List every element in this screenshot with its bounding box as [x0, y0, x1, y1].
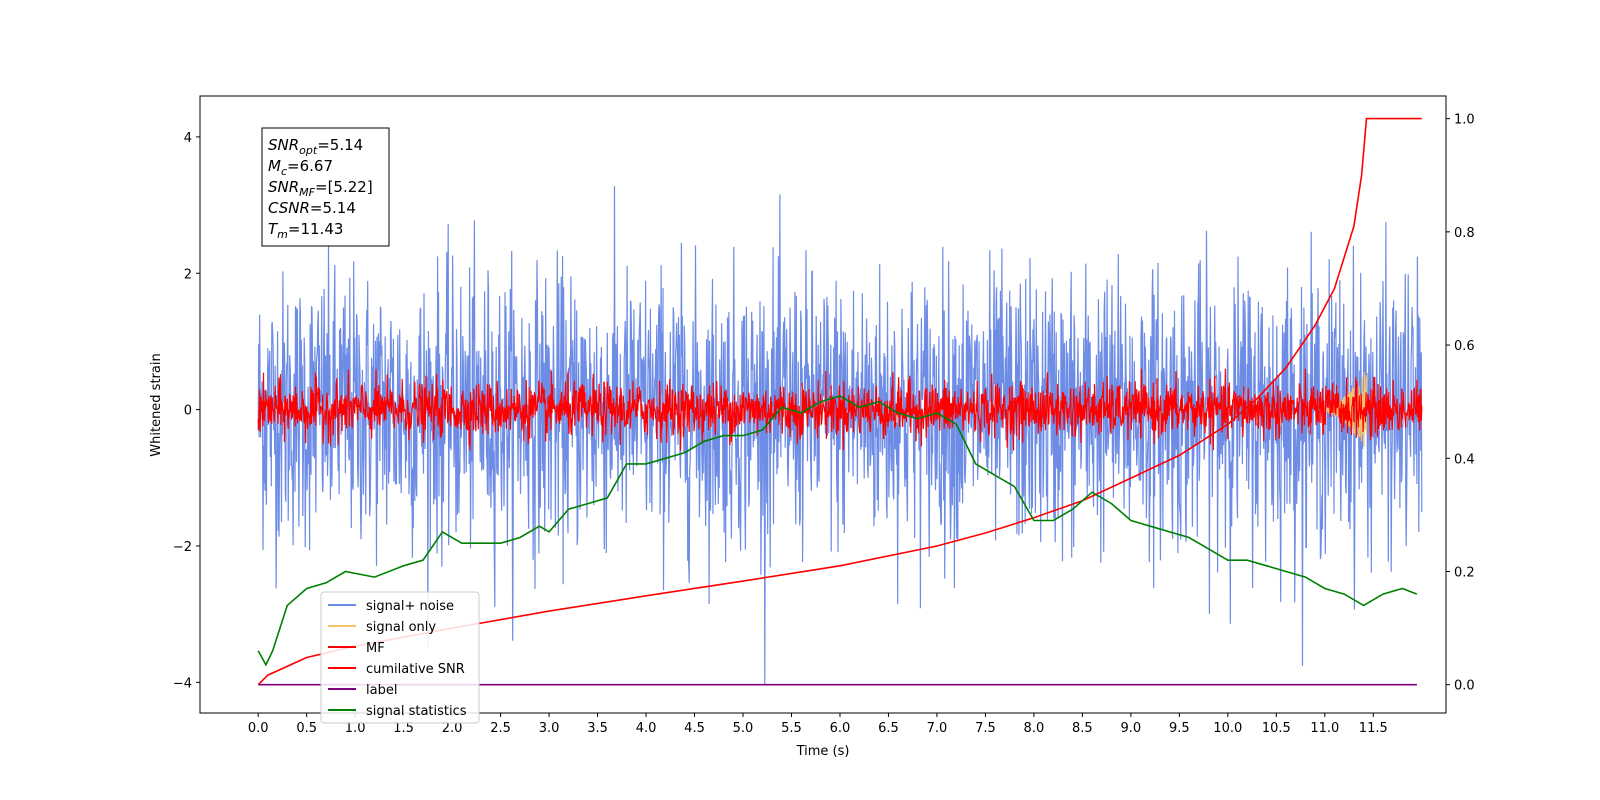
legend-label: signal statistics	[366, 704, 467, 719]
x-tick-label: 5.5	[781, 721, 802, 736]
x-tick-label: 2.0	[442, 721, 463, 736]
x-tick-label: 5.0	[733, 721, 754, 736]
stats-line: SNRopt=5.14	[268, 136, 363, 157]
x-tick-label: 1.0	[345, 721, 366, 736]
x-tick-label: 11.5	[1359, 721, 1388, 736]
x-tick-label: 9.0	[1121, 721, 1142, 736]
x-tick-label: 3.5	[587, 721, 608, 736]
x-axis: 0.0 0.5 1.0 1.5 2.0 2.5 3.0 3.5 4.0 4.5 5.0 5.5 6.0 6…	[248, 713, 1388, 736]
y-right-tick-label: 0.8	[1454, 226, 1475, 241]
y-right-tick-label: 0.6	[1454, 339, 1475, 354]
legend-label: label	[366, 683, 397, 698]
y-axis-right: 0.0 0.2 0.4 0.6 0.8 1.0	[1446, 113, 1475, 694]
legend: signal+ noise signal only MF cumilative SNR…	[320, 591, 480, 724]
series-signal-statistics	[257, 395, 1418, 667]
x-tick-label: 0.0	[248, 721, 269, 736]
y-right-tick-label: 0.0	[1454, 679, 1475, 694]
x-tick-label: 9.5	[1169, 721, 1190, 736]
legend-label: signal+ noise	[366, 599, 454, 614]
stats-line: CSNR=5.14	[268, 199, 356, 217]
x-tick-label: 6.5	[878, 721, 899, 736]
y-tick-label: −2	[173, 540, 192, 555]
x-tick-label: 10.0	[1213, 721, 1242, 736]
y-right-tick-label: 1.0	[1454, 113, 1475, 128]
x-tick-label: 4.0	[636, 721, 657, 736]
y-tick-label: 0	[184, 404, 192, 419]
y-tick-label: −4	[173, 676, 192, 691]
y-tick-label: 2	[184, 267, 192, 282]
legend-frame	[320, 591, 480, 724]
legend-label: MF	[366, 641, 385, 656]
x-tick-label: 0.5	[296, 721, 317, 736]
stats-line: Tm=11.43	[268, 220, 343, 241]
series-mf	[257, 368, 1423, 451]
x-tick-label: 8.5	[1072, 721, 1093, 736]
y-axis-label: Whitened strain	[149, 353, 164, 456]
x-tick-label: 4.5	[684, 721, 705, 736]
x-tick-label: 8.0	[1024, 721, 1045, 736]
y-right-tick-label: 0.4	[1454, 452, 1475, 467]
x-axis-label: Time (s)	[796, 744, 850, 759]
x-tick-label: 7.0	[927, 721, 948, 736]
x-tick-label: 3.0	[539, 721, 560, 736]
x-tick-label: 1.5	[393, 721, 414, 736]
legend-label: signal only	[366, 620, 436, 635]
stats-box-frame	[261, 127, 390, 247]
stats-line: SNRMF=[5.22]	[268, 178, 373, 199]
legend-label: cumilative SNR	[366, 662, 465, 677]
x-tick-label: 2.5	[490, 721, 511, 736]
x-tick-label: 6.0	[830, 721, 851, 736]
stats-line: Mc=6.67	[268, 157, 333, 178]
legend-items: signal+ noise signal only MF cumilative SNR…	[328, 599, 467, 719]
x-tick-label: 11.0	[1310, 721, 1339, 736]
y-axis-left: −4 −2 0 2 4	[173, 131, 200, 691]
y-tick-label: 4	[184, 131, 192, 146]
x-tick-label: 7.5	[975, 721, 996, 736]
x-tick-label: 10.5	[1262, 721, 1291, 736]
y-right-tick-label: 0.2	[1454, 565, 1475, 580]
plot-frame	[199, 95, 1447, 714]
